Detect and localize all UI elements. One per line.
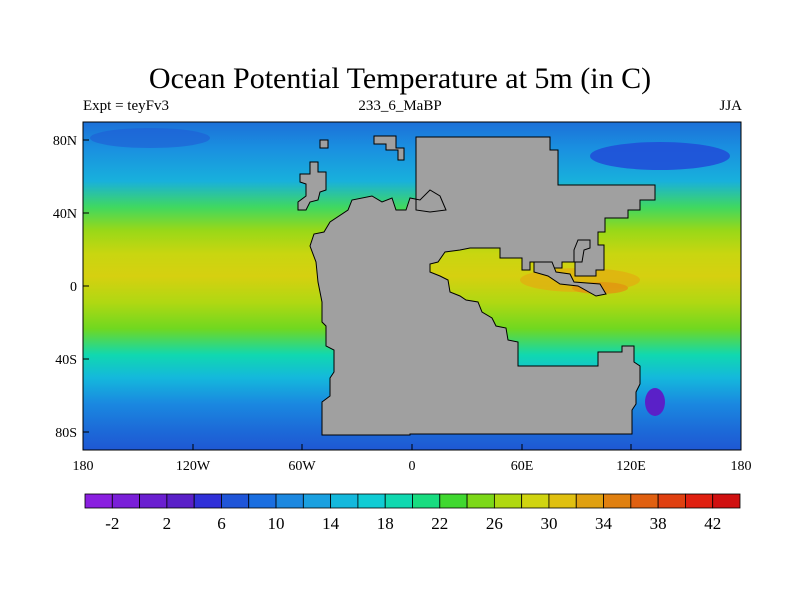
x-tick-label: 180	[731, 459, 752, 474]
colorbar-label: 26	[486, 514, 503, 533]
x-axis	[82, 444, 742, 450]
colorbar-swatch	[439, 493, 468, 509]
map-area	[83, 122, 741, 450]
x-tick-label: 120W	[176, 459, 211, 474]
western-peninsula	[297, 161, 327, 211]
colorbar-label: 42	[704, 514, 721, 533]
y-tick-label: 40N	[53, 207, 77, 222]
colorbar-label: 18	[377, 514, 394, 533]
x-tick-label: 120E	[616, 459, 646, 474]
colorbar-swatch	[302, 493, 332, 509]
x-tick-label: 180	[73, 459, 94, 474]
colorbar-swatch	[493, 493, 523, 509]
colorbar-label: 6	[217, 514, 226, 533]
colorbar-swatch	[139, 493, 168, 509]
colorbar-label: 10	[268, 514, 285, 533]
colorbar-swatch	[521, 493, 550, 509]
x-tick-label: 60W	[288, 459, 316, 474]
cold-patch-west	[90, 128, 210, 148]
map-title: Ocean Potential Temperature at 5m (in C)	[148, 62, 652, 95]
season-label: JJA	[719, 98, 742, 114]
colorbar-swatch	[193, 493, 222, 509]
x-tick-label: 0	[409, 459, 416, 474]
colorbar-swatch	[712, 493, 741, 509]
colorbar-swatch	[466, 493, 495, 509]
colorbar-swatch	[111, 493, 140, 509]
colorbar-swatch	[166, 493, 195, 509]
colorbar-swatch	[248, 493, 277, 509]
colorbar-labels: -2 2 6 10 14 18 22 26 30 34 38 42	[105, 514, 721, 533]
colorbar-swatch	[384, 493, 413, 509]
y-tick-label: 40S	[55, 353, 77, 368]
y-tick-label: 80S	[55, 426, 77, 441]
colorbar-swatch	[330, 493, 359, 509]
colorbar-label: 22	[431, 514, 448, 533]
colorbar-swatch	[630, 493, 659, 509]
colorbar-swatch	[275, 493, 304, 509]
colorbar-swatch	[657, 493, 686, 509]
colorbar-label: 30	[540, 514, 557, 533]
northern-island	[373, 135, 405, 161]
colorbar-swatch	[221, 493, 250, 509]
colorbar-swatch	[84, 493, 113, 509]
experiment-label: Expt = teyFv3	[83, 98, 169, 114]
colorbar-swatch	[685, 493, 714, 509]
colorbar-swatch	[412, 493, 441, 509]
colorbar-label: -2	[105, 514, 119, 533]
colorbar-swatch	[575, 493, 604, 509]
y-axis	[83, 139, 89, 433]
colorbar-label: 2	[163, 514, 172, 533]
cimmerian-strip	[533, 261, 607, 297]
small-island	[319, 139, 329, 149]
colorbar-label: 14	[322, 514, 340, 533]
colorbar-swatch	[548, 493, 577, 509]
colorbar-swatch	[357, 493, 386, 509]
cold-patch-south	[645, 388, 665, 416]
x-tick-label: 60E	[511, 459, 534, 474]
colorbar	[84, 493, 741, 509]
pangaea-landmass	[309, 136, 656, 436]
cold-patch-arctic	[590, 142, 730, 170]
colorbar-label: 34	[595, 514, 613, 533]
y-tick-label: 80N	[53, 134, 77, 149]
eastern-island	[573, 239, 591, 263]
colorbar-label: 38	[650, 514, 667, 533]
y-tick-label: 0	[70, 280, 77, 295]
colorbar-swatch	[603, 493, 632, 509]
time-label: 233_6_MaBP	[358, 98, 442, 114]
